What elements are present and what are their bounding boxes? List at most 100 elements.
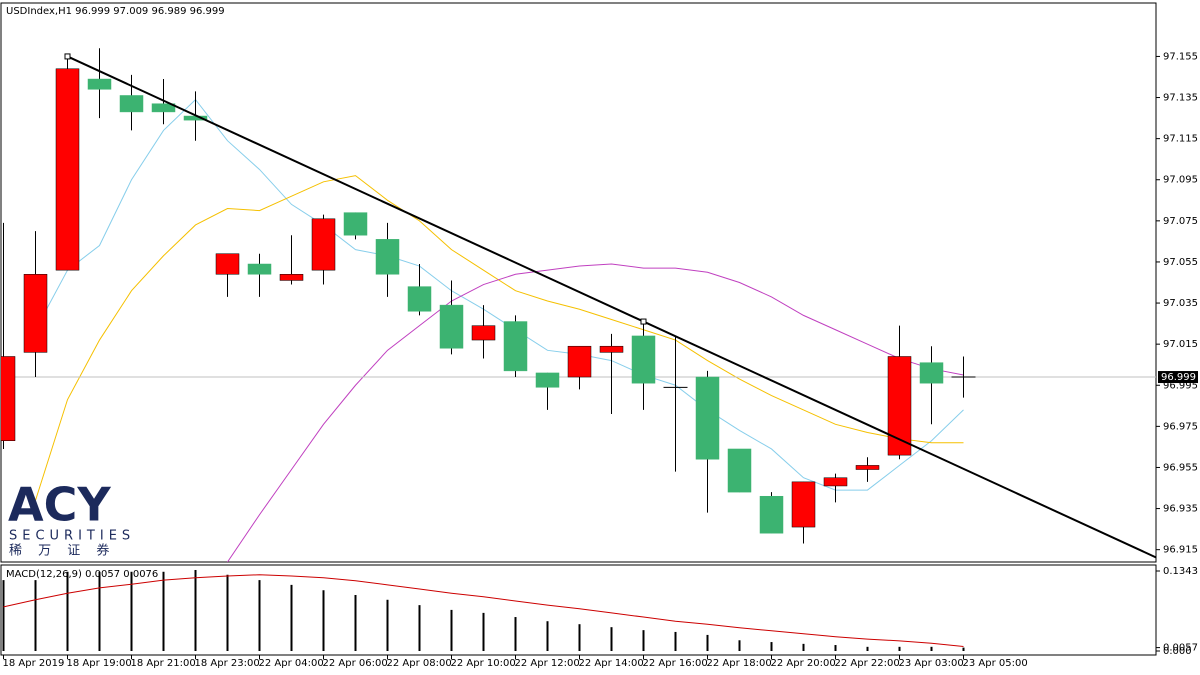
price-label-box bbox=[1158, 371, 1198, 384]
macd-bar bbox=[98, 571, 101, 651]
x-tick-label: 23 Apr 05:00 bbox=[963, 658, 1028, 669]
y-tick-label: 97.095 bbox=[1163, 175, 1198, 186]
macd-bar bbox=[290, 584, 293, 651]
y-tick-label: 96.955 bbox=[1163, 462, 1198, 473]
x-tick-label: 18 Apr 23:00 bbox=[195, 658, 260, 669]
macd-bar bbox=[738, 640, 741, 651]
y-tick-label: 96.935 bbox=[1163, 504, 1198, 515]
y-tick-label: 96.995 bbox=[1163, 380, 1198, 391]
candle-body bbox=[631, 335, 656, 384]
candle-body bbox=[343, 212, 368, 236]
candle-body bbox=[1, 356, 16, 441]
candle-body bbox=[23, 274, 48, 353]
candle-body bbox=[87, 78, 112, 90]
main-panel-frame bbox=[0, 2, 1157, 563]
y-tick-label: 97.135 bbox=[1163, 93, 1198, 104]
candle-body bbox=[535, 372, 560, 388]
macd-bar bbox=[610, 627, 613, 651]
candle-body bbox=[247, 263, 272, 275]
logo-chinese: 稀 万 证 券 bbox=[9, 543, 115, 559]
x-tick-label: 18 Apr 21:00 bbox=[131, 658, 196, 669]
macd-bar bbox=[450, 609, 453, 651]
trendline bbox=[67, 55, 1156, 559]
x-tick-label: 22 Apr 14:00 bbox=[579, 658, 644, 669]
macd-bar bbox=[706, 634, 709, 651]
macd-bar bbox=[866, 646, 869, 651]
moving-average bbox=[35, 175, 964, 501]
candle-body bbox=[55, 68, 80, 271]
x-tick-label: 22 Apr 12:00 bbox=[515, 658, 580, 669]
candle-body bbox=[151, 103, 176, 113]
x-tick-label: 22 Apr 16:00 bbox=[643, 658, 708, 669]
macd-panel-frame bbox=[0, 564, 1157, 656]
candle-body bbox=[407, 286, 432, 312]
macd-plot bbox=[2, 569, 965, 651]
candle-body bbox=[503, 321, 528, 372]
macd-bar bbox=[34, 580, 37, 651]
candle-body bbox=[567, 345, 592, 378]
x-tick-label: 22 Apr 10:00 bbox=[451, 658, 516, 669]
macd-bar bbox=[130, 571, 133, 651]
candle-body bbox=[855, 465, 880, 470]
macd-bar bbox=[322, 590, 325, 651]
x-tick-label: 18 Apr 2019 bbox=[3, 658, 65, 669]
macd-bar bbox=[546, 621, 549, 651]
macd-bar bbox=[770, 642, 773, 651]
candle-body bbox=[695, 376, 720, 460]
candle-body bbox=[279, 274, 304, 281]
x-tick-label: 22 Apr 06:00 bbox=[323, 658, 388, 669]
candle-body bbox=[439, 304, 464, 349]
y-tick-label: 96.915 bbox=[1163, 545, 1198, 556]
macd-bar bbox=[898, 646, 901, 651]
logo: ACY SECURITIES 稀 万 证 券 bbox=[8, 478, 130, 559]
y-tick-label: 97.015 bbox=[1163, 339, 1198, 350]
macd-bar bbox=[514, 617, 517, 651]
x-tick-label: 22 Apr 22:00 bbox=[835, 658, 900, 669]
macd-bar bbox=[418, 605, 421, 651]
macd-bar bbox=[162, 571, 165, 651]
y-tick-label: 97.155 bbox=[1163, 51, 1198, 62]
macd-bar bbox=[642, 630, 645, 651]
macd-bar bbox=[578, 624, 581, 651]
price-label: 96.999 bbox=[1161, 372, 1196, 383]
candle-body bbox=[599, 345, 624, 353]
chart-title: USDIndex,H1 96.999 97.009 96.989 96.999 bbox=[6, 6, 225, 17]
macd-bar bbox=[962, 647, 965, 651]
main-plot bbox=[1, 48, 1156, 562]
trendline-anchor bbox=[64, 53, 71, 60]
macd-y-tick-label: 0.0057 bbox=[1163, 643, 1198, 654]
y-tick-label: 97.075 bbox=[1163, 216, 1198, 227]
candle-body bbox=[215, 253, 240, 275]
macd-bar bbox=[2, 580, 5, 651]
x-tick-label: 23 Apr 03:00 bbox=[899, 658, 964, 669]
macd-bar bbox=[386, 599, 389, 651]
candle-body bbox=[887, 356, 912, 456]
macd-bar bbox=[258, 580, 261, 651]
macd-bar bbox=[482, 612, 485, 651]
candle-body bbox=[823, 477, 848, 487]
macd-signal bbox=[3, 574, 964, 647]
candle-body bbox=[919, 362, 944, 384]
axes: 97.155 97.135 97.115 97.095 97.075 97.055 97.0… bbox=[3, 51, 1198, 669]
candle-body bbox=[375, 239, 400, 275]
macd-bar bbox=[194, 569, 197, 651]
x-tick-label: 22 Apr 18:00 bbox=[707, 658, 772, 669]
candle-body bbox=[759, 495, 784, 534]
x-tick-label: 22 Apr 20:00 bbox=[771, 658, 836, 669]
macd-bar bbox=[930, 646, 933, 651]
macd-y-tick-label: 0.1343 bbox=[1163, 566, 1198, 577]
macd-y-tick-label: 0.000 bbox=[1163, 646, 1192, 657]
macd-bar bbox=[226, 574, 229, 651]
y-tick-label: 97.055 bbox=[1163, 257, 1198, 268]
macd-bar bbox=[802, 643, 805, 651]
macd-bar bbox=[66, 571, 69, 651]
candle-body bbox=[311, 218, 336, 271]
candle-body bbox=[727, 448, 752, 493]
trendline-anchor bbox=[640, 318, 647, 325]
x-tick-label: 22 Apr 08:00 bbox=[387, 658, 452, 669]
macd-title: MACD(12,26,9) 0.0057 0.0076 bbox=[6, 569, 158, 580]
y-tick-label: 97.115 bbox=[1163, 134, 1198, 145]
moving-average bbox=[227, 263, 964, 562]
